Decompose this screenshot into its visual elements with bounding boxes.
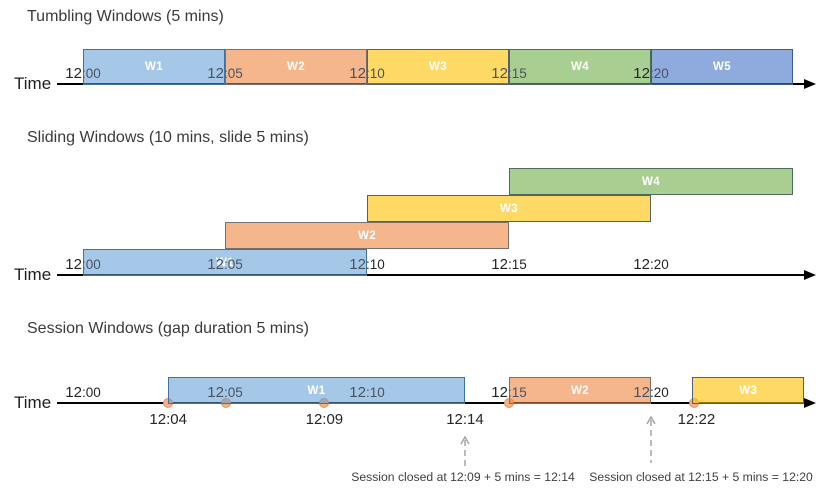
- tick-label: 12:20: [621, 256, 681, 274]
- axis-arrowhead-icon: [804, 79, 816, 89]
- tick-label: 12:20: [621, 65, 681, 83]
- tick-hour: 12: [207, 65, 224, 82]
- tick-minute: :10: [365, 257, 385, 272]
- tick-minute: :00: [81, 385, 101, 400]
- window-box-w2: W2: [225, 49, 367, 85]
- event-time-label: 12:04: [149, 411, 187, 428]
- tick-minute: :15: [507, 66, 527, 81]
- window-label: W3: [739, 384, 758, 397]
- window-box-w3: W3: [367, 195, 651, 222]
- tick-hour: 12: [633, 256, 650, 273]
- tick-label: 12:00: [53, 384, 113, 402]
- tick-hour: 12: [349, 256, 366, 273]
- time-axis-title: Time: [14, 265, 52, 284]
- window-label: W4: [641, 175, 661, 188]
- window-label: W2: [570, 384, 590, 397]
- tick-minute: :15: [507, 257, 527, 272]
- tick-label: 12:00: [53, 65, 113, 83]
- axis-arrowhead-icon: [804, 270, 816, 280]
- window-box-w1: W1: [168, 377, 465, 404]
- tick-label: 12:05: [195, 256, 255, 274]
- window-label: W1: [215, 256, 235, 269]
- tick-hour: 12: [633, 65, 650, 82]
- tick-hour: 12: [491, 256, 508, 273]
- window-label: W3: [499, 202, 519, 215]
- window-box-w4: W4: [509, 49, 651, 85]
- tick-minute: :05: [223, 257, 243, 272]
- window-box-w1: W1: [83, 49, 225, 85]
- tick-label: 12:15: [479, 65, 539, 83]
- tick-label: 12:15: [479, 384, 539, 402]
- tick-label: 12:05: [195, 384, 255, 402]
- window-label: W1: [307, 384, 326, 397]
- tick-label: 12:20: [621, 384, 681, 402]
- session-close-arrow-icon: [459, 435, 471, 473]
- session-close-caption: Session closed at 12:15 + 5 mins = 12:20: [589, 470, 813, 484]
- tick-minute: :05: [223, 385, 243, 400]
- tick-hour: 12: [207, 384, 224, 401]
- window-box-w4: W4: [509, 168, 793, 195]
- window-label: W4: [570, 61, 590, 73]
- tick-hour: 12: [65, 256, 82, 273]
- tick-minute: :15: [507, 385, 527, 400]
- tick-minute: :20: [649, 257, 669, 272]
- tick-minute: :05: [223, 66, 243, 81]
- session-close-caption: Session closed at 12:09 + 5 mins = 12:14: [351, 470, 575, 484]
- tick-label: 12:15: [479, 256, 539, 274]
- tick-hour: 12: [65, 65, 82, 82]
- event-time-label: 12:09: [305, 411, 344, 428]
- window-label: W5: [712, 61, 732, 73]
- tick-label: 12:10: [337, 65, 397, 83]
- time-axis-title: Time: [14, 393, 52, 412]
- tick-hour: 12: [491, 384, 508, 401]
- tick-label: 12:10: [337, 384, 397, 402]
- window-box-w2: W2: [225, 222, 509, 249]
- event-time-label: 12:14: [446, 411, 484, 428]
- tick-minute: :00: [81, 66, 101, 81]
- tick-hour: 12: [349, 384, 366, 401]
- tick-hour: 12: [65, 384, 82, 401]
- tick-minute: :20: [649, 66, 669, 81]
- tick-minute: :20: [649, 385, 669, 400]
- tick-hour: 12: [349, 65, 366, 82]
- window-box-w5: W5: [651, 49, 793, 85]
- tick-label: 12:10: [337, 256, 397, 274]
- window-label: W3: [428, 61, 448, 73]
- tick-minute: :10: [365, 385, 385, 400]
- event-time-label: 12:22: [677, 411, 716, 428]
- tick-hour: 12: [491, 65, 508, 82]
- tick-minute: :00: [81, 257, 101, 272]
- window-label: W1: [144, 61, 164, 73]
- tick-minute: :10: [365, 66, 385, 81]
- window-label: W2: [286, 61, 306, 73]
- window-box-w3: W3: [367, 49, 509, 85]
- tick-label: 12:00: [53, 256, 113, 274]
- section-title-tumbling: Tumbling Windows (5 mins): [27, 8, 224, 25]
- tick-label: 12:05: [195, 65, 255, 83]
- tick-hour: 12: [633, 384, 650, 401]
- axis-arrowhead-icon: [804, 398, 816, 408]
- section-title-sliding: Sliding Windows (10 mins, slide 5 mins): [27, 129, 309, 146]
- time-axis-title: Time: [14, 74, 52, 93]
- session-close-arrow-icon: [645, 415, 657, 469]
- window-box-w1: W1: [83, 249, 367, 276]
- section-title-session: Session Windows (gap duration 5 mins): [27, 320, 309, 337]
- window-box-w3: W3: [692, 377, 805, 404]
- time-axis: [57, 274, 807, 276]
- window-label: W2: [357, 229, 377, 242]
- tick-hour: 12: [207, 256, 224, 273]
- window-box-w2: W2: [509, 377, 651, 404]
